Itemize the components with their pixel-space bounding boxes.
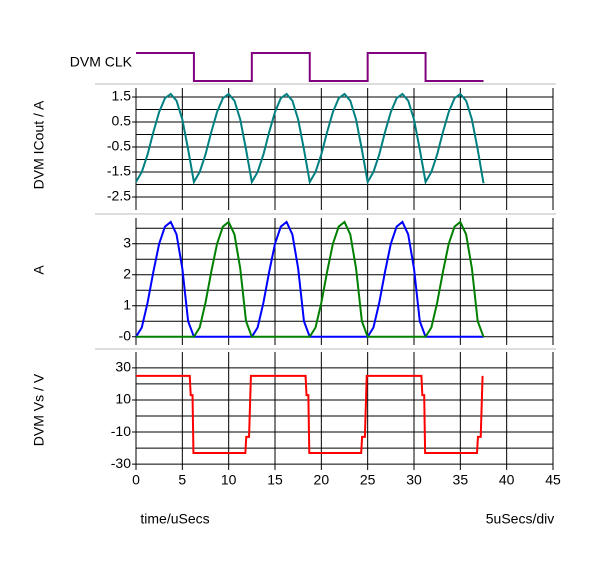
y-tick-label: 2 <box>123 265 131 281</box>
y-axis-label: DVM ICout / A <box>31 100 47 189</box>
x-tick-label: 45 <box>545 472 561 488</box>
x-tick-label: 20 <box>314 472 330 488</box>
x-tick-label: 10 <box>221 472 237 488</box>
series-line <box>136 52 484 82</box>
y-tick-label: 3 <box>123 234 131 250</box>
series-line <box>136 220 485 338</box>
series-line <box>136 374 484 454</box>
series-line <box>135 220 484 338</box>
y-tick-label: 30 <box>115 359 131 375</box>
x-tick-label: 25 <box>360 472 376 488</box>
y-tick-label: 10 <box>115 391 131 407</box>
x-tick-label: 5 <box>178 472 186 488</box>
x-tick-label: 15 <box>267 472 283 488</box>
y-axis-label: A <box>31 265 47 275</box>
x-tick-label: 35 <box>453 472 469 488</box>
x-tick-label: 40 <box>499 472 515 488</box>
y-tick-label: -0.5 <box>107 138 131 154</box>
y-axis-label: DVM Vs / V <box>31 373 47 446</box>
x-tick-label: 30 <box>406 472 422 488</box>
x-scale-label: 5uSecs/div <box>486 511 554 527</box>
x-tick-label: 0 <box>132 472 140 488</box>
y-tick-label: -10 <box>111 423 131 439</box>
y-axis-label: DVM CLK <box>70 54 133 70</box>
y-tick-label: 1.5 <box>112 88 132 104</box>
y-tick-label: -0 <box>119 327 132 343</box>
series-line <box>135 92 485 185</box>
x-axis-label: time/uSecs <box>140 511 209 527</box>
y-tick-label: 0.5 <box>112 113 132 129</box>
y-tick-label: -1.5 <box>107 163 131 179</box>
y-tick-label: -30 <box>111 455 131 471</box>
y-tick-label: 1 <box>123 296 131 312</box>
y-tick-label: -2.5 <box>107 188 131 204</box>
